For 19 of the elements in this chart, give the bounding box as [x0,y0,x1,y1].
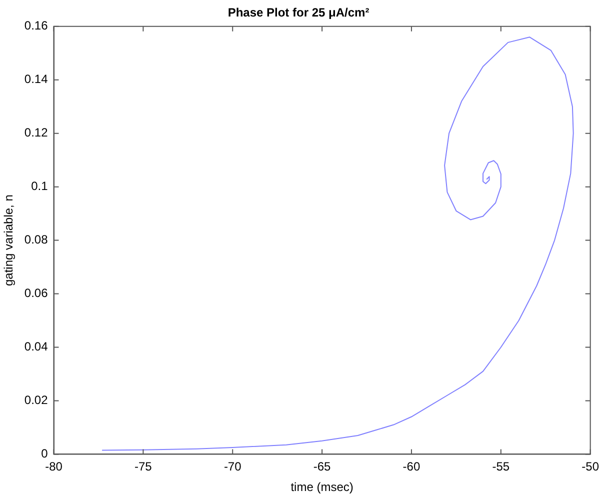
y-tick-label: 0 [41,446,48,461]
x-tick-label: -65 [313,460,332,474]
y-tick-label: 0.12 [24,126,48,140]
y-tick-label: 0.08 [24,232,48,247]
x-tick-label: -70 [224,460,242,474]
x-tick-label: -60 [402,460,420,474]
chart-title: Phase Plot for 25 μA/cm² [228,6,370,20]
x-tick-label: -75 [134,460,152,474]
y-axis-title: gating variable, n [2,194,16,286]
x-tick-label: -55 [492,460,510,474]
y-tick-label: 0.04 [24,340,48,354]
y-tick-label: 0.16 [24,18,48,33]
y-tick-label: 0.06 [24,286,48,300]
y-tick-label: 0.02 [24,393,48,408]
y-tick-label: 0.14 [24,72,48,86]
x-axis-title: time (msec) [290,480,354,494]
x-tick-label: -50 [582,460,600,474]
x-tick-label: -80 [45,460,63,474]
y-tick-label: 0.1 [31,179,48,194]
